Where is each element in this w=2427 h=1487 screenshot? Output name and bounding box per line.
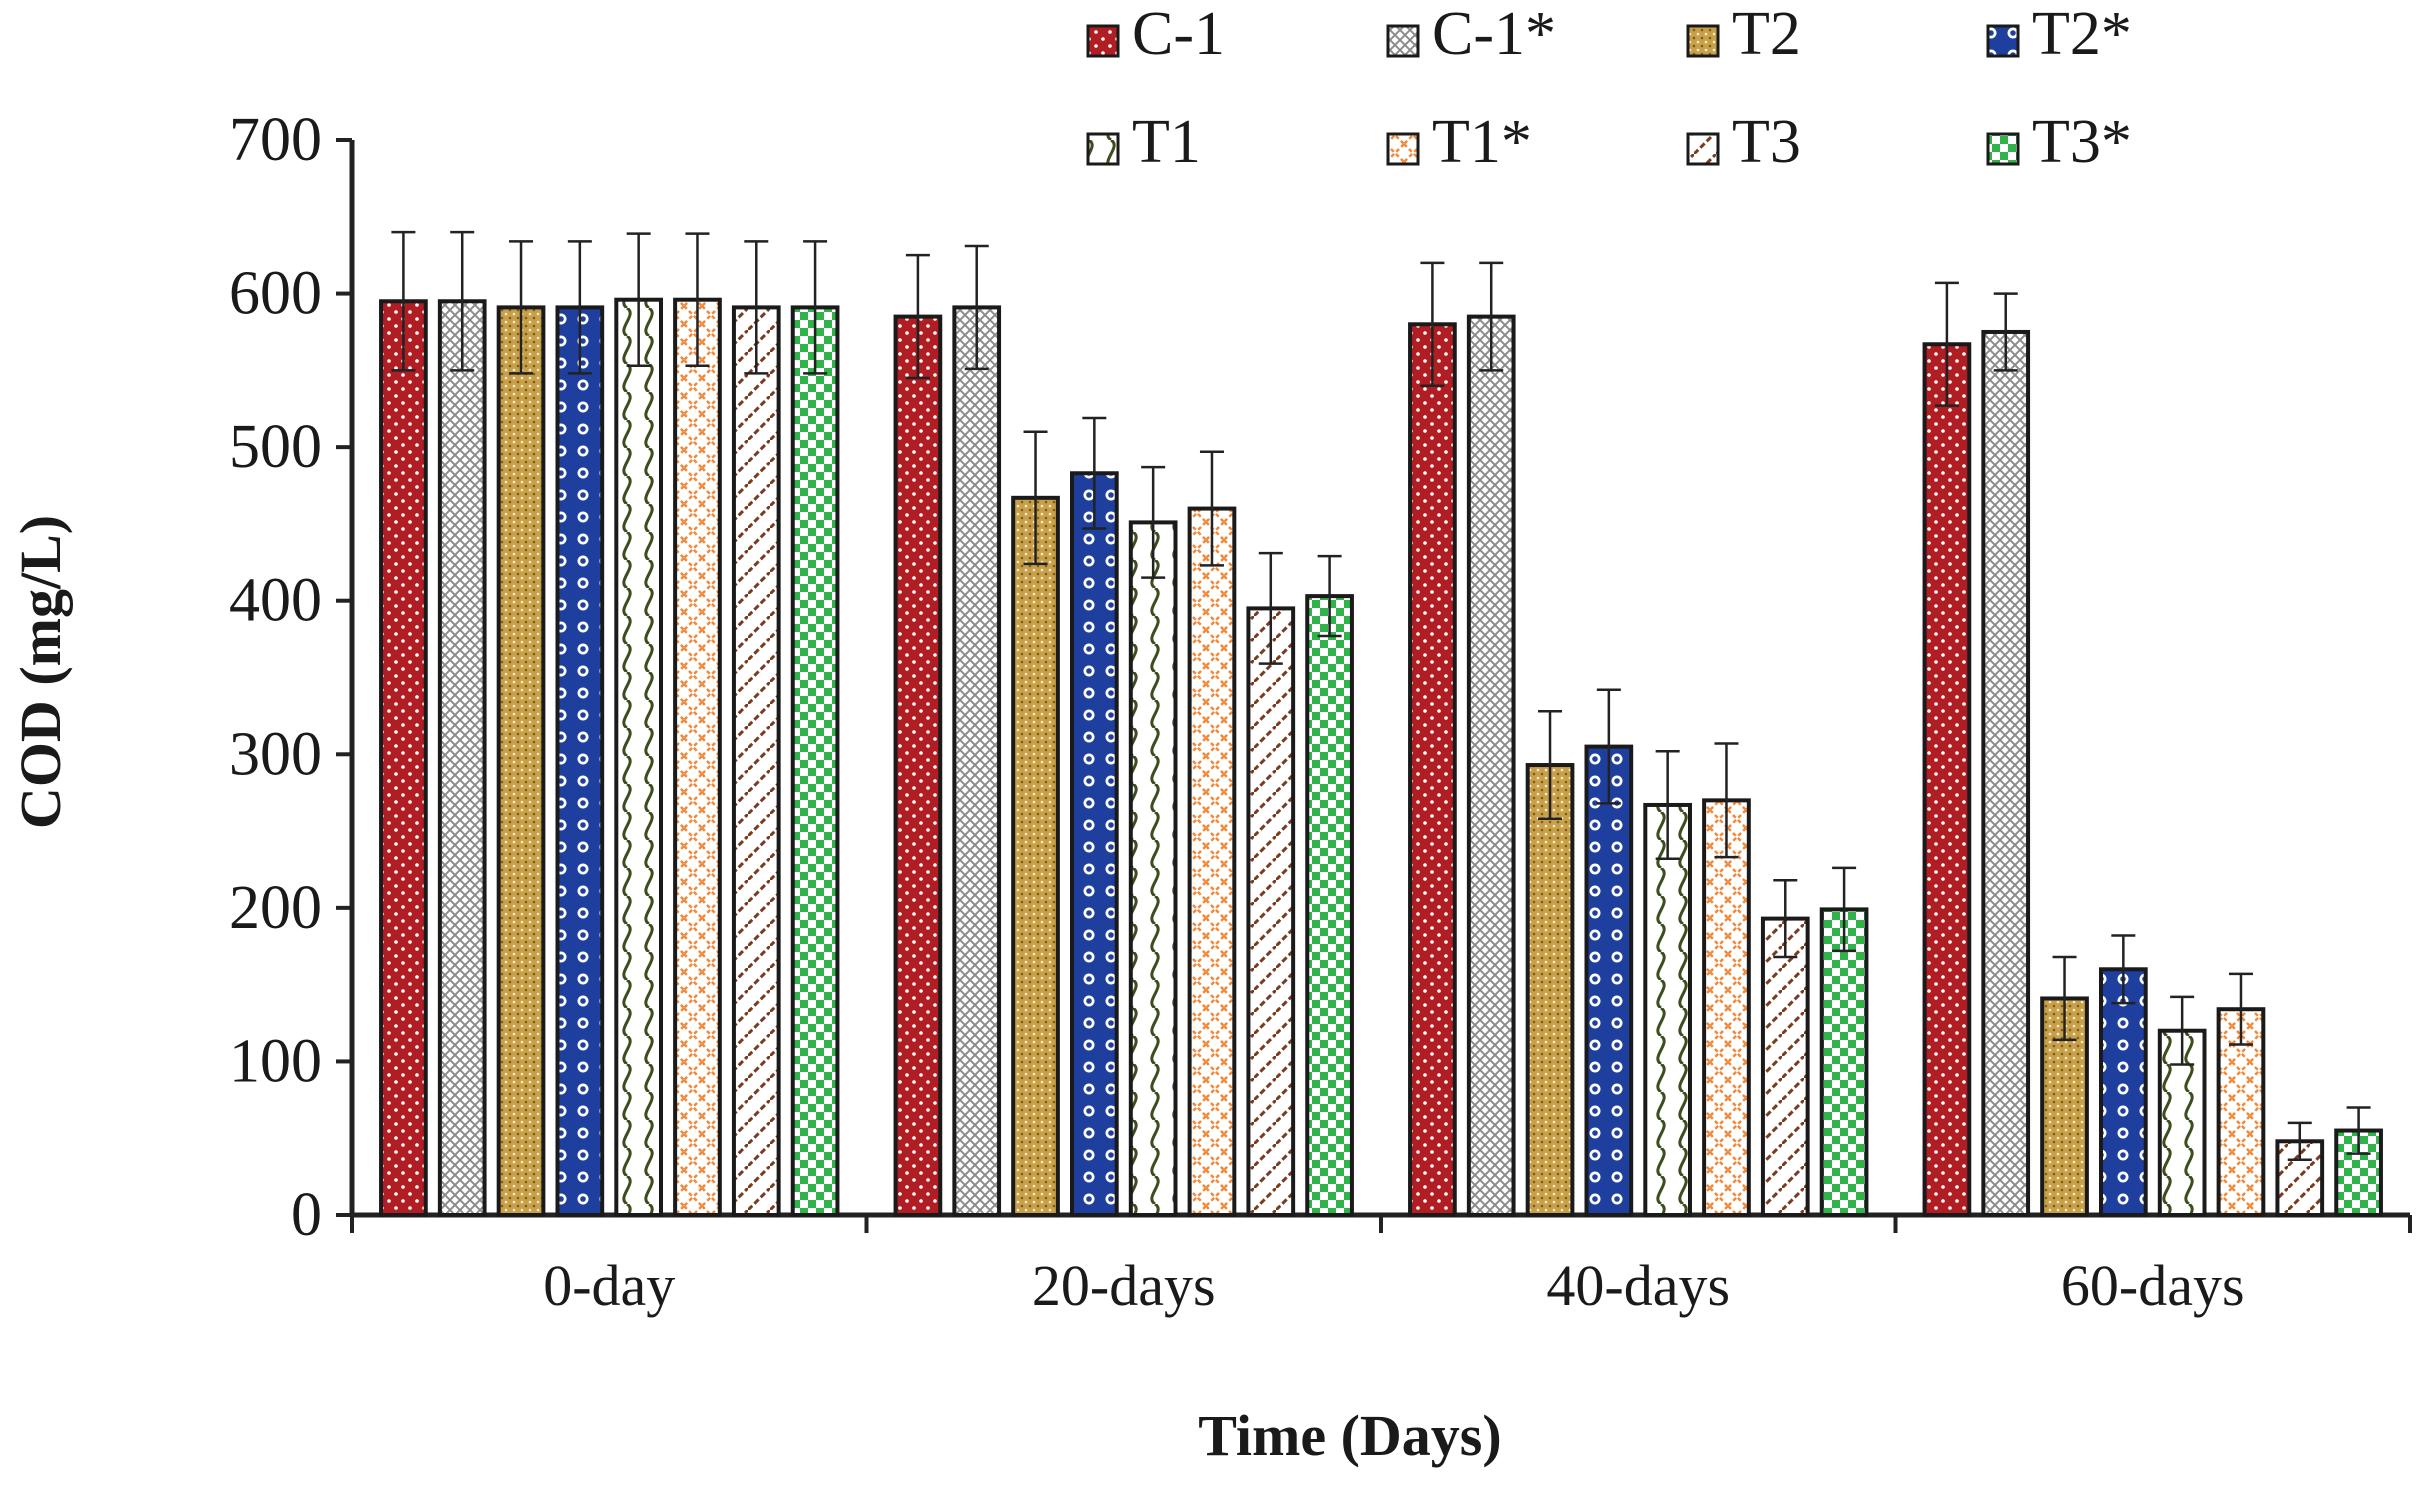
legend-label: T2* <box>2032 0 2132 68</box>
legend-label: T3 <box>1732 108 1801 176</box>
bar-c-1-60-days <box>1922 342 1972 1217</box>
bar-t2-0-day <box>496 305 546 1217</box>
bar-t2-star-0-day <box>555 305 605 1217</box>
y-tick-label: 300 <box>229 720 322 788</box>
x-category-label: 20-days <box>1032 1253 1216 1318</box>
bar-t1-0-day <box>614 297 664 1217</box>
error-bars-layer <box>391 230 2371 1161</box>
bar-c-1-star-20-days <box>952 305 1002 1217</box>
bar-t2-star-60-days <box>2098 967 2148 1217</box>
bar-c-1-40-days <box>1408 322 1457 1217</box>
legend-swatch-t3 <box>1686 132 1720 166</box>
bar-c-1-star-0-day <box>437 299 487 1217</box>
legend-swatch-c-1 <box>1086 24 1120 58</box>
bar-t1-star-0-day <box>673 297 722 1217</box>
legend-swatch-t3-star <box>1986 132 2020 166</box>
bar-c-1-star-60-days <box>1981 329 2031 1217</box>
legend-swatch-t2 <box>1686 24 1720 58</box>
bar-t3-0-day <box>731 305 781 1217</box>
bar-c-1-star-40-days <box>1466 314 1516 1218</box>
x-category-label: 40-days <box>1546 1253 1730 1318</box>
bar-t1-20-days <box>1128 520 1178 1217</box>
legend: C-1 C-1* T2 T2* T1 T1* T3 T3* <box>1086 0 2132 176</box>
legend-swatch-t1 <box>1086 132 1120 166</box>
bar-t2-star-20-days <box>1069 471 1119 1217</box>
legend-label: C-1* <box>1432 0 1556 68</box>
bars-layer <box>379 297 2383 1218</box>
bar-t3-star-20-days <box>1305 594 1354 1217</box>
y-tick-label: 100 <box>229 1027 322 1095</box>
x-category-label: 0-day <box>543 1253 675 1318</box>
y-tick-label: 700 <box>229 106 322 174</box>
legend-label: T2 <box>1732 0 1801 68</box>
x-category-label: 60-days <box>2061 1253 2245 1318</box>
bar-t2-40-days <box>1525 763 1575 1217</box>
x-axis-title: Time (Days) <box>1198 1403 1501 1468</box>
bar-t3-star-0-day <box>790 305 840 1217</box>
y-tick-label: 0 <box>291 1181 322 1249</box>
bar-t3-40-days <box>1760 916 1810 1217</box>
y-tick-label: 500 <box>229 413 322 481</box>
legend-swatch-t1-star <box>1386 132 1420 166</box>
legend-swatch-c-1-star <box>1386 24 1420 58</box>
legend-label: T1* <box>1432 108 1532 176</box>
bar-c-1-0-day <box>379 299 428 1217</box>
bar-t3-20-days <box>1246 606 1296 1217</box>
bar-c-1-20-days <box>893 314 943 1218</box>
bar-t1-40-days <box>1643 802 1693 1217</box>
y-tick-label: 200 <box>229 874 322 942</box>
y-axis-title: COD (mg/L) <box>8 515 73 829</box>
bar-t2-star-40-days <box>1584 744 1634 1217</box>
legend-label: T1 <box>1132 108 1201 176</box>
axes: 0 100 200 300 400 500 600 700 0-day 20-days 40-day… <box>229 106 2412 1318</box>
y-tick-label: 600 <box>229 260 322 328</box>
legend-label: C-1 <box>1132 0 1225 68</box>
bar-t2-20-days <box>1011 495 1060 1218</box>
bar-t1-star-40-days <box>1702 798 1751 1217</box>
legend-label: T3* <box>2032 108 2132 176</box>
bar-t1-star-20-days <box>1187 506 1237 1218</box>
bar-t3-star-40-days <box>1819 907 1869 1218</box>
legend-swatch-t2-star <box>1986 24 2020 58</box>
y-tick-label: 400 <box>229 567 322 635</box>
